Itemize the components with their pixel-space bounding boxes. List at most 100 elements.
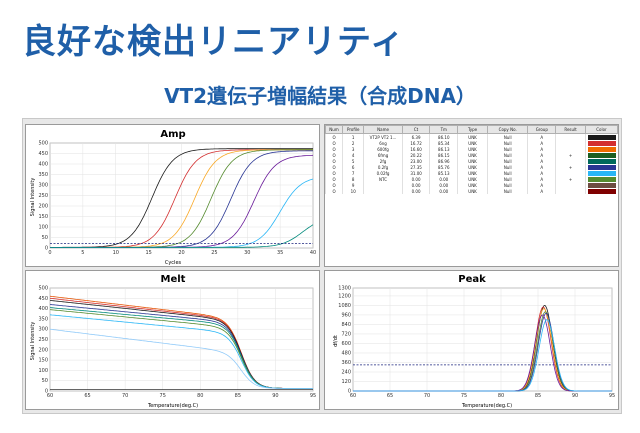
- table-cell: [555, 146, 586, 152]
- amp-x-tick-label: 20: [178, 250, 184, 256]
- melt-y-tick-label: 250: [38, 337, 48, 343]
- table-cell: O: [325, 140, 343, 146]
- table-cell: A: [527, 188, 556, 194]
- table-cell: O: [325, 170, 343, 176]
- color-swatch[interactable]: [587, 134, 616, 140]
- table-cell: O: [325, 152, 343, 158]
- color-swatch[interactable]: [587, 152, 616, 158]
- table-row[interactable]: O 6 0.2fg 27.35 85.76 UNK Null A +: [325, 164, 618, 170]
- melt-x-tick-label: 90: [272, 393, 278, 399]
- table-cell: Null: [486, 182, 528, 188]
- peak-y-tick-label: 480: [341, 350, 351, 356]
- color-swatch[interactable]: [587, 164, 616, 170]
- melt-ylabel: Signal Intensity: [30, 322, 36, 361]
- page-subtitle: VT2遺伝子増幅結果（合成DNA）: [164, 84, 476, 108]
- table-cell: Null: [486, 176, 528, 182]
- table-cell: 4: [342, 152, 364, 158]
- table-row[interactable]: O 5 2fg 23.00 86.96 UNK Null A: [325, 158, 618, 164]
- table-cell: NTC: [363, 176, 403, 182]
- color-swatch[interactable]: [587, 176, 616, 182]
- melt-x-tick-label: 60: [47, 393, 53, 399]
- table-cell: A: [527, 158, 556, 164]
- peak-x-tick-label: 75: [461, 393, 467, 399]
- table-header: Num Profile Name Ct Tm Type Copy No. Group Resul…: [325, 125, 618, 134]
- table-cell: UNK: [457, 140, 488, 146]
- color-swatch[interactable]: [587, 170, 616, 176]
- table-row[interactable]: O 9 0.00 0.00 UNK Null A: [325, 182, 618, 188]
- table-cell: [555, 140, 586, 146]
- table-row[interactable]: O 1 VT2P VT2 1... 6.39 86.10 UNK Null A: [325, 133, 618, 140]
- table-header-cell[interactable]: Ct: [401, 125, 431, 134]
- melt-x-tick-label: 80: [197, 393, 203, 399]
- table-header-cell[interactable]: Color: [584, 125, 618, 134]
- color-swatch[interactable]: [587, 158, 616, 164]
- table-cell: O: [325, 146, 343, 152]
- table-cell: 6: [342, 164, 364, 170]
- table-cell: 2: [342, 140, 364, 146]
- table-cell: 7: [342, 170, 364, 176]
- table-cell: +: [555, 152, 586, 158]
- table-cell: [555, 133, 586, 140]
- amp-y-tick-label: 200: [38, 204, 48, 210]
- color-swatch[interactable]: [587, 182, 616, 188]
- amp-panel: Amp Cycles Signal Intensity 0 5 10 15 20 25 30…: [25, 124, 320, 267]
- table-cell: A: [527, 133, 556, 140]
- table-row[interactable]: O 4 6fmg 20.22 86.15 UNK Null A +: [325, 152, 618, 158]
- table-cell: O: [325, 164, 343, 170]
- software-window: Amp Cycles Signal Intensity 0 5 10 15 20 25 30…: [22, 118, 622, 414]
- amp-x-tick-label: 35: [277, 250, 283, 256]
- table-header-cell[interactable]: Profile: [342, 125, 365, 134]
- table-header-cell[interactable]: Num: [325, 125, 344, 134]
- table-row[interactable]: O 2 6ng 16.72 85.34 UNK Null A: [325, 140, 618, 146]
- amp-x-tick-label: 25: [211, 250, 217, 256]
- table-row[interactable]: O 8 NTC 0.00 0.00 UNK Null A +: [325, 176, 618, 182]
- table-cell: A: [527, 170, 556, 176]
- peak-y-tick-label: 120: [341, 379, 351, 385]
- table-cell: Null: [486, 158, 528, 164]
- melt-y-tick-label: 450: [38, 296, 48, 302]
- table-row[interactable]: O 3 600fg 16.60 86.13 UNK Null A: [325, 146, 618, 152]
- table-cell: [584, 152, 618, 158]
- table-cell: 2fg: [363, 158, 403, 164]
- table-header-cell[interactable]: Tm: [429, 125, 459, 134]
- table-cell: VT2P VT2 1...: [363, 133, 403, 140]
- table-cell: UNK: [457, 188, 488, 194]
- table-cell: UNK: [457, 158, 488, 164]
- table-cell: Null: [486, 133, 528, 140]
- table-cell: O: [325, 133, 343, 140]
- melt-title: Melt: [161, 274, 186, 285]
- table-cell: [584, 182, 618, 188]
- peak-plot-area: [352, 287, 613, 392]
- amp-x-tick-label: 0: [48, 250, 51, 256]
- table-header-cell[interactable]: Copy No.: [486, 125, 529, 134]
- table-row[interactable]: O 7 0.02fg 31.00 85.13 UNK Null A: [325, 170, 618, 176]
- table-row[interactable]: O 10 0.00 0.00 UNK Null A: [325, 188, 618, 194]
- table-cell: Null: [486, 146, 528, 152]
- table-cell: 0.2fg: [363, 164, 403, 170]
- table-cell: 5: [342, 158, 364, 164]
- amp-y-tick-label: 0: [45, 246, 48, 252]
- melt-x-tick-label: 70: [122, 393, 128, 399]
- table-cell: 85.13: [429, 170, 458, 176]
- table-cell: Null: [486, 170, 528, 176]
- color-swatch[interactable]: [587, 188, 616, 194]
- table-cell: A: [527, 152, 556, 158]
- table-cell: 0.00: [401, 188, 430, 194]
- table-cell: UNK: [457, 146, 488, 152]
- color-swatch[interactable]: [587, 146, 616, 152]
- melt-y-tick-label: 400: [38, 306, 48, 312]
- table-cell: 31.00: [401, 170, 430, 176]
- table-header-cell[interactable]: Type: [457, 125, 488, 134]
- table-header-cell[interactable]: Result: [555, 125, 586, 134]
- melt-x-tick-label: 75: [160, 393, 166, 399]
- amp-y-tick-label: 500: [38, 141, 48, 147]
- table-cell: O: [325, 158, 343, 164]
- table-cell: [363, 188, 403, 194]
- amp-y-tick-label: 400: [38, 162, 48, 168]
- table-header-cell[interactable]: Group: [527, 125, 557, 134]
- melt-x-tick-label: 85: [235, 393, 241, 399]
- table-header-cell[interactable]: Name: [363, 125, 403, 134]
- table-cell: [363, 182, 403, 188]
- table-cell: [584, 146, 618, 152]
- color-swatch[interactable]: [587, 140, 616, 146]
